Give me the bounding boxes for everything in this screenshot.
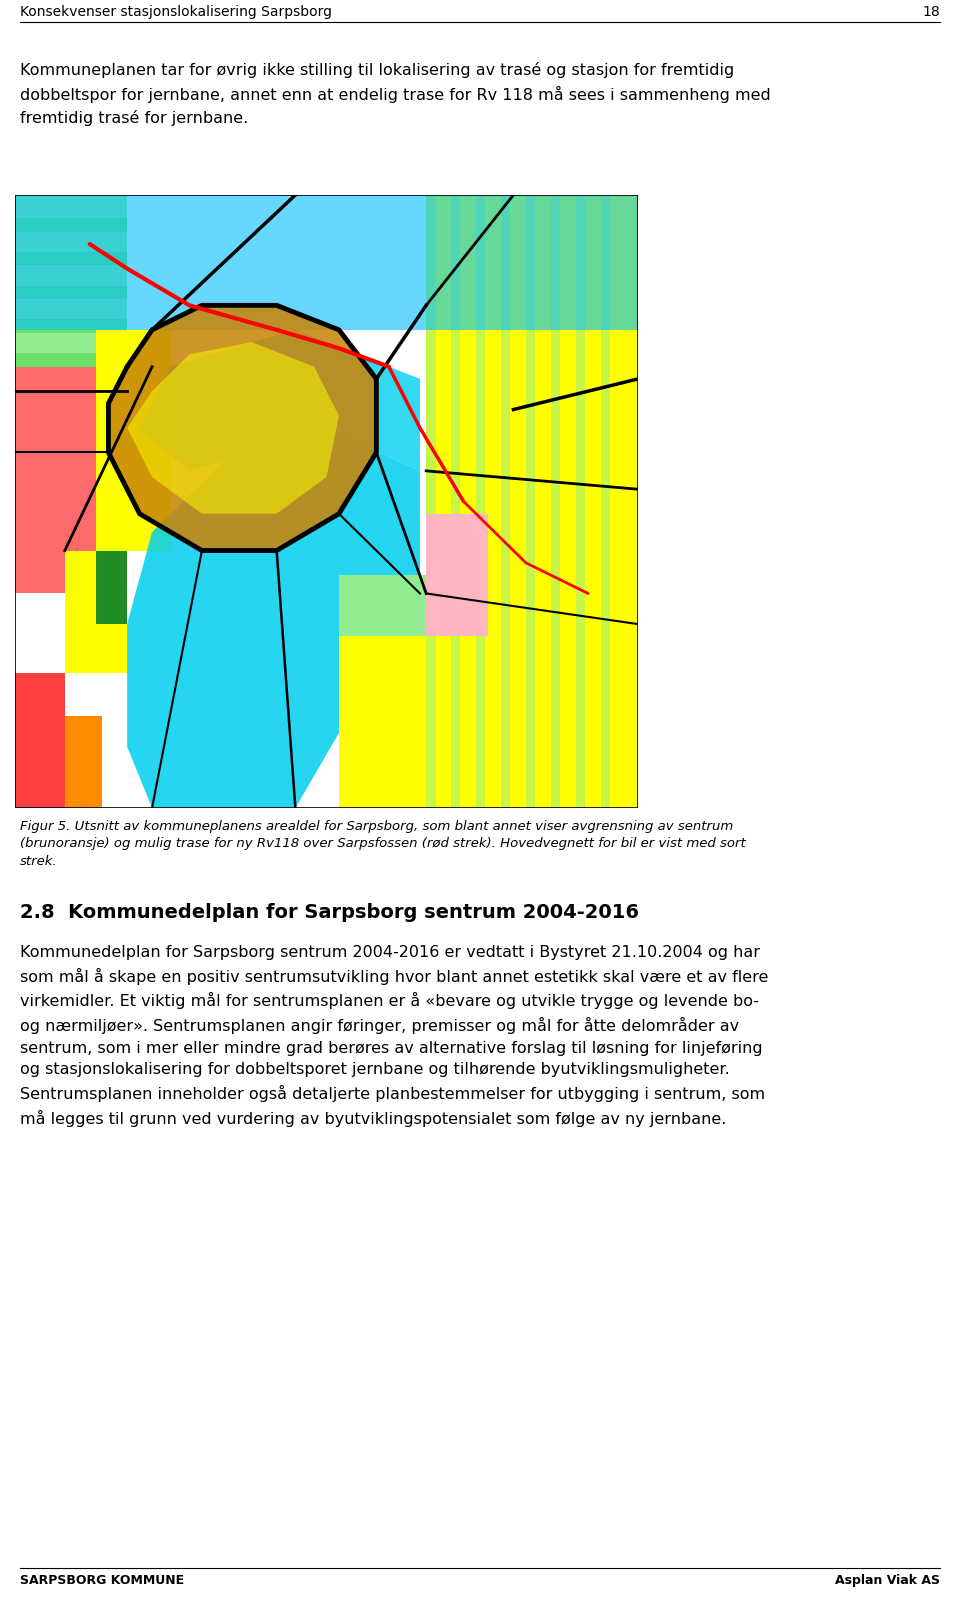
- Text: Asplan Viak AS: Asplan Viak AS: [835, 1575, 940, 1588]
- Bar: [476, 194, 486, 808]
- Bar: [96, 551, 127, 624]
- Text: Figur 5. Utsnitt av kommuneplanens arealdel for Sarpsborg, som blant annet viser: Figur 5. Utsnitt av kommuneplanens areal…: [20, 820, 746, 868]
- Bar: [501, 194, 511, 808]
- Bar: [426, 194, 638, 808]
- Text: Konsekvenser stasjonslokalisering Sarpsborg: Konsekvenser stasjonslokalisering Sarpsb…: [20, 5, 332, 19]
- Bar: [96, 330, 171, 551]
- Polygon shape: [139, 330, 420, 471]
- Text: 18: 18: [923, 5, 940, 19]
- Bar: [15, 194, 638, 330]
- Bar: [65, 716, 102, 808]
- Bar: [451, 194, 461, 808]
- Bar: [15, 353, 127, 366]
- Text: Kommunedelplan for Sarpsborg sentrum 2004-2016 er vedtatt i Bystyret 21.10.2004 : Kommunedelplan for Sarpsborg sentrum 200…: [20, 944, 768, 1128]
- Bar: [526, 194, 536, 808]
- Bar: [15, 219, 127, 232]
- Bar: [551, 194, 560, 808]
- Bar: [15, 194, 127, 366]
- Bar: [65, 551, 127, 674]
- Bar: [339, 575, 426, 637]
- Polygon shape: [127, 342, 339, 514]
- Bar: [601, 194, 610, 808]
- Polygon shape: [127, 428, 420, 808]
- Bar: [576, 194, 585, 808]
- Bar: [339, 637, 426, 808]
- Polygon shape: [108, 305, 376, 551]
- Bar: [426, 514, 489, 637]
- Bar: [15, 319, 127, 334]
- Text: Kommuneplanen tar for øvrig ikke stilling til lokalisering av trasé og stasjon f: Kommuneplanen tar for øvrig ikke stillin…: [20, 62, 771, 126]
- Bar: [15, 253, 127, 266]
- Bar: [339, 685, 376, 734]
- Bar: [426, 194, 436, 808]
- Text: 2.8  Kommunedelplan for Sarpsborg sentrum 2004-2016: 2.8 Kommunedelplan for Sarpsborg sentrum…: [20, 902, 639, 922]
- Bar: [15, 366, 96, 593]
- Bar: [15, 674, 65, 808]
- Text: SARPSBORG KOMMUNE: SARPSBORG KOMMUNE: [20, 1575, 184, 1588]
- Bar: [15, 285, 127, 300]
